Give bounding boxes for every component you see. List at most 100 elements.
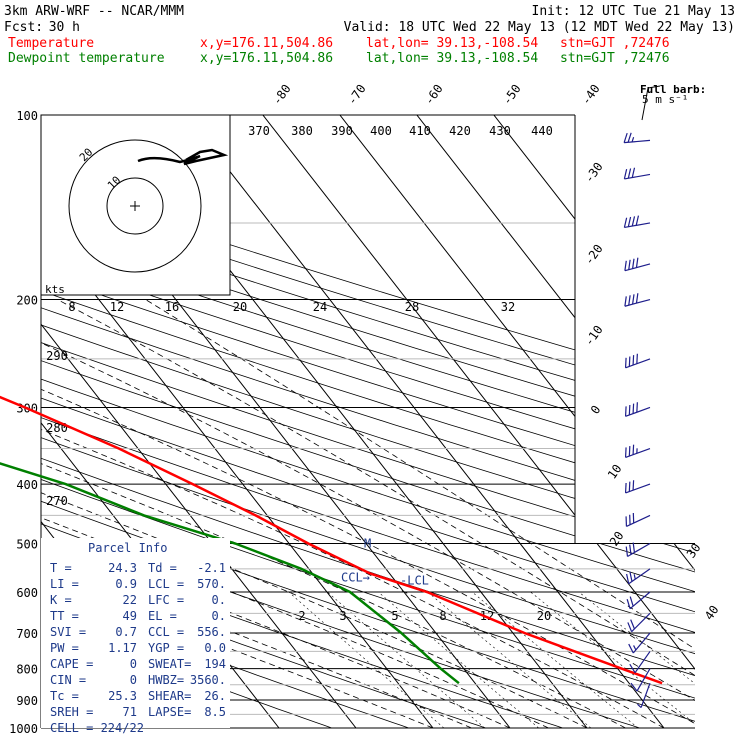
isotherm-label: -30 (582, 160, 606, 186)
wind-barb-half-feather (633, 574, 636, 580)
wind-barb-feather (623, 132, 628, 143)
wind-barb-feather (636, 402, 638, 413)
isotherm-line (41, 115, 357, 728)
parcel-field-label: SREH = (50, 705, 93, 719)
barb-legend-flag (647, 85, 661, 89)
mixing-ratio-line (530, 591, 695, 728)
parcel-field-value: 25.3 (108, 689, 137, 703)
hodograph-trace (137, 148, 229, 166)
diagram-content: CCL→ -LCL M (0, 132, 663, 709)
parcel-field-label: SVI = (50, 625, 86, 639)
wind-barb-feather (630, 682, 638, 692)
speed-tick-label: 24 (313, 300, 327, 314)
wind-barb-feather (625, 546, 629, 557)
wind-barb (625, 542, 651, 557)
parcel-field-label: SWEAT= (148, 657, 191, 671)
wind-barb-feather (632, 444, 635, 455)
mixing-ratio-label: 8 (439, 609, 446, 623)
barb-legend-value: 5 m s⁻¹ (642, 93, 688, 106)
pressure-tick-label: 800 (16, 663, 38, 677)
mixing-ratio-label: 3 (339, 609, 346, 623)
parcel-field-value: 71 (123, 705, 137, 719)
isotherm-line (493, 115, 695, 728)
mixing-ratio-line (471, 591, 639, 728)
wind-barb-staff (640, 682, 651, 708)
temperature-location-station: stn=GJT ,72476 (560, 36, 670, 51)
wind-barb (628, 632, 651, 654)
hodograph: 10 20 kts (40, 114, 231, 296)
parcel-field-value: 0. (212, 593, 226, 607)
isotherm-label: -50 (500, 82, 524, 108)
wind-barb-feather (628, 481, 631, 492)
temperature-location-xy: x,y=176.11,504.86 (200, 36, 333, 51)
speed-tick-label: 32 (501, 300, 515, 314)
wind-barb-feather (624, 447, 627, 458)
forecast-hour: 30 h (49, 20, 80, 35)
mixing-ratio-line (378, 591, 539, 728)
parcel-field-value: 0.0 (204, 641, 226, 655)
valid-time: Valid: 18 UTC Wed 22 May 13 (12 MDT Wed … (344, 20, 735, 35)
wind-barb-feather (624, 296, 627, 307)
wind-barb (625, 513, 651, 527)
wind-barb-feather (628, 356, 631, 367)
parcel-field-value: 1.17 (108, 641, 137, 655)
ccl-marker: CCL→ (341, 571, 370, 585)
barb-legend-staff (641, 87, 649, 121)
speed-tick-label: 8 (68, 300, 75, 314)
lcl-marker: -LCL (400, 573, 429, 587)
wind-barb-staff (636, 668, 651, 692)
isotherm-label: -80 (270, 82, 294, 108)
dewpoint-location-latlon: lat,lon= 39.13,-108.54 (366, 51, 538, 66)
temperature-profile (0, 395, 663, 685)
theta-e-label: 390 (331, 124, 353, 138)
parcel-info-title: Parcel Info (88, 541, 167, 555)
wind-barb-feather (632, 542, 636, 553)
wind-barb-feather (635, 293, 639, 304)
parcel-info-background (41, 538, 230, 728)
parcel-field-value: 0.7 (115, 625, 137, 639)
wind-barb (626, 591, 651, 610)
wind-barb (626, 568, 651, 585)
theta-e-label: 380 (291, 124, 313, 138)
hodograph-ring-inner (106, 177, 164, 235)
pressure-tick-label: 400 (16, 478, 38, 492)
model-title: 3km ARW-WRF -- NCAR/MMM (4, 4, 184, 19)
wind-barb-feather (635, 215, 640, 226)
wind-barb-feather (632, 480, 635, 491)
isotherm-line (416, 115, 695, 728)
wind-barb-feather (629, 596, 634, 607)
wind-barb-feather (629, 544, 632, 555)
parcel-field-label: CIN = (50, 673, 86, 687)
wind-barb-feather (624, 357, 627, 368)
wind-barb-feather (628, 404, 631, 416)
parcel-field-label: LCL = (148, 577, 184, 591)
isotherm-label: -70 (345, 82, 369, 108)
parcel-field-label: EL = (148, 609, 177, 623)
wind-barb-feather (629, 663, 636, 674)
wind-barb-half-feather (633, 645, 637, 651)
parcel-field-label: T = (50, 561, 72, 575)
parcel-field-label: HWBZ= (148, 673, 184, 687)
theta-e-label: 370 (248, 124, 270, 138)
parcel-field-value: 556. (197, 625, 226, 639)
parcel-field-value: 26. (204, 689, 226, 703)
theta-label: 280 (46, 421, 68, 435)
speed-tick-label: 28 (405, 300, 419, 314)
wind-barb-feather (626, 573, 630, 584)
wind-barb (623, 132, 651, 144)
wind-barb (629, 651, 651, 674)
wind-barb-feather (624, 482, 627, 493)
parcel-field-label: K = (50, 593, 72, 607)
parcel-cell: CELL = 224/22 (50, 721, 144, 735)
parcel-field-label: YGP = (148, 641, 184, 655)
parcel-field-label: LI = (50, 577, 79, 591)
mixing-ratio-line (327, 591, 485, 728)
parcel-field-value: 49 (123, 609, 137, 623)
pressure-tick-label: 900 (16, 694, 38, 708)
mixing-ratio-label: 20 (537, 609, 551, 623)
parcel-field-value: 22 (123, 593, 137, 607)
parcel-field-label: CCL = (148, 625, 184, 639)
wind-barb-feather (629, 571, 633, 582)
theta-e-label: 410 (409, 124, 431, 138)
